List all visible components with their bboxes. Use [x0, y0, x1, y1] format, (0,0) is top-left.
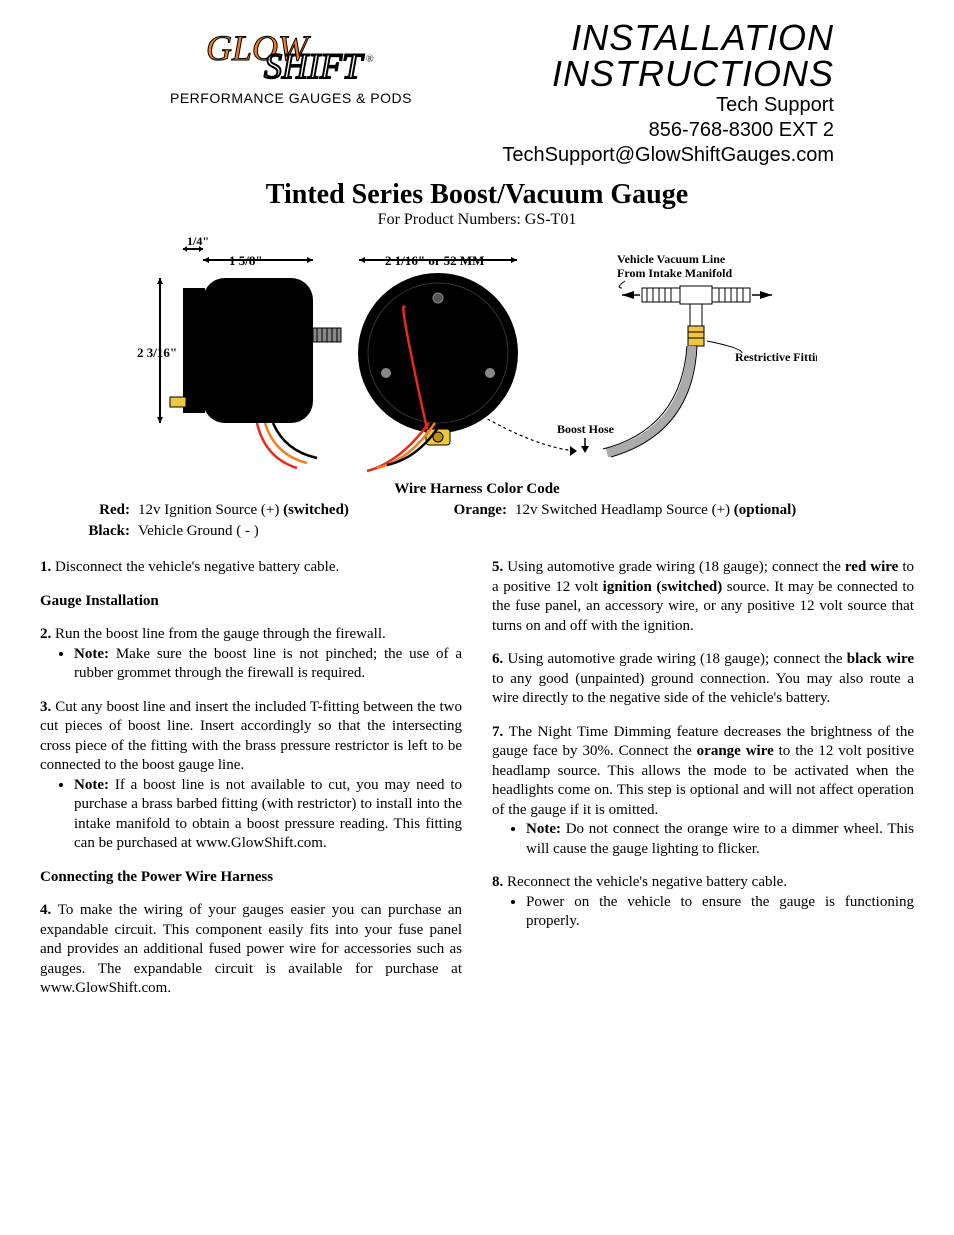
gauge-diagram: 1/4" 1 5/8" 2 3/16" 2 1/16" or 52 MM	[137, 233, 817, 473]
dim-quarter-inch: 1/4"	[187, 234, 209, 248]
column-right: 5. Using automotive grade wiring (18 gau…	[492, 558, 914, 1013]
logo-block: GLOW SHIFT ® PERFORMANCE GAUGES & PODS	[170, 20, 412, 106]
step-3-note: Note: If a boost line is not available t…	[74, 776, 462, 854]
step-7: 7. The Night Time Dimming feature decrea…	[492, 723, 914, 821]
dim-52mm: 2 1/16" or 52 MM	[385, 253, 484, 268]
step-7-note: Note: Do not connect the orange wire to …	[526, 820, 914, 859]
step-8: 8. Reconnect the vehicle's negative batt…	[492, 873, 914, 893]
tech-support-phone: 856-768-8300 EXT 2	[432, 119, 834, 142]
product-number: For Product Numbers: GS-T01	[40, 211, 914, 229]
step-1: 1. Disconnect the vehicle's negative bat…	[40, 558, 462, 578]
logo-tagline: PERFORMANCE GAUGES & PODS	[170, 90, 412, 106]
step-3: 3. Cut any boost line and insert the inc…	[40, 698, 462, 776]
gauge-installation-heading: Gauge Installation	[40, 592, 462, 612]
step-2-notes: Note: Make sure the boost line is not pi…	[74, 645, 462, 684]
document-header: GLOW SHIFT ® PERFORMANCE GAUGES & PODS I…	[40, 20, 914, 167]
step-7-notes: Note: Do not connect the orange wire to …	[526, 820, 914, 859]
vac-line-label-2: From Intake Manifold	[617, 266, 732, 280]
wire-red-label: Red:	[40, 500, 134, 521]
tech-support-email: TechSupport@GlowShiftGauges.com	[432, 144, 834, 167]
step-2: 2. Run the boost line from the gauge thr…	[40, 625, 462, 645]
step-8-notes: Power on the vehicle to ensure the gauge…	[526, 893, 914, 932]
tech-support-label: Tech Support	[432, 94, 834, 117]
step-5: 5. Using automotive grade wiring (18 gau…	[492, 558, 914, 636]
restrictive-fitting-label: Restrictive Fitting	[735, 350, 817, 364]
power-harness-heading: Connecting the Power Wire Harness	[40, 868, 462, 888]
wire-table-title: Wire Harness Color Code	[40, 479, 914, 500]
step-3-notes: Note: If a boost line is not available t…	[74, 776, 462, 854]
wire-harness-table: Wire Harness Color Code Red: 12v Ignitio…	[40, 479, 914, 542]
boost-hose-label: Boost Hose	[557, 422, 615, 436]
column-left: 1. Disconnect the vehicle's negative bat…	[40, 558, 462, 1013]
install-instructions-title: INSTALLATION INSTRUCTIONS	[432, 20, 834, 92]
wire-black-label: Black:	[40, 521, 134, 542]
wire-black-value: Vehicle Ground ( - )	[134, 521, 914, 542]
wire-orange-value: 12v Switched Headlamp Source (+) (option…	[511, 500, 914, 521]
dim-1-5-8: 1 5/8"	[229, 253, 263, 268]
wire-orange-label: Orange:	[439, 500, 511, 521]
vac-line-label-1: Vehicle Vacuum Line	[617, 252, 726, 266]
product-title: Tinted Series Boost/Vacuum Gauge	[40, 179, 914, 211]
header-contact: INSTALLATION INSTRUCTIONS Tech Support 8…	[432, 20, 914, 167]
step-2-note: Note: Make sure the boost line is not pi…	[74, 645, 462, 684]
step-4: 4. To make the wiring of your gauges eas…	[40, 901, 462, 999]
svg-text:®: ®	[366, 54, 374, 65]
glowshift-logo: GLOW SHIFT ®	[206, 20, 376, 88]
step-8-bullet: Power on the vehicle to ensure the gauge…	[526, 893, 914, 932]
wire-red-value: 12v Ignition Source (+) (switched)	[134, 500, 439, 521]
dim-2-3-16: 2 3/16"	[137, 345, 177, 360]
svg-text:SHIFT: SHIFT	[264, 46, 365, 86]
step-6: 6. Using automotive grade wiring (18 gau…	[492, 650, 914, 709]
instruction-columns: 1. Disconnect the vehicle's negative bat…	[40, 558, 914, 1013]
